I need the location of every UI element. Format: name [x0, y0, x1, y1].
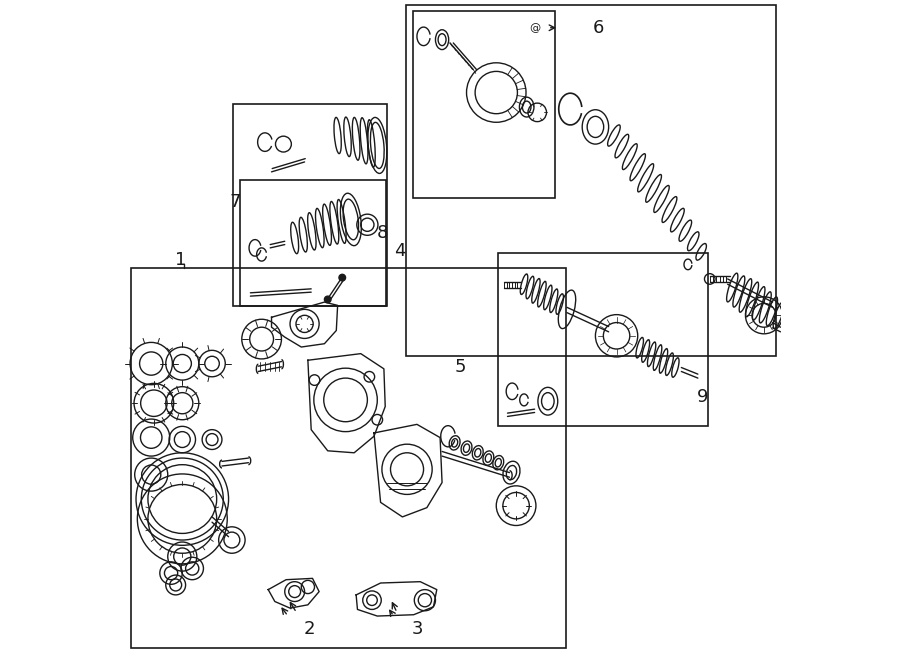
Text: 7: 7 — [230, 192, 241, 211]
Bar — [499, 253, 708, 426]
Text: 9: 9 — [697, 387, 708, 406]
Text: 1: 1 — [175, 251, 186, 269]
Text: 3: 3 — [411, 620, 423, 639]
Text: 8: 8 — [377, 223, 388, 242]
Bar — [130, 268, 566, 648]
Text: 5: 5 — [454, 358, 466, 376]
Bar — [233, 104, 387, 306]
Circle shape — [339, 274, 346, 281]
Bar — [413, 11, 555, 198]
Text: 2: 2 — [303, 620, 315, 639]
Text: 6: 6 — [592, 19, 604, 37]
Text: @: @ — [529, 22, 540, 33]
Circle shape — [324, 296, 331, 303]
Bar — [240, 180, 386, 306]
Bar — [406, 5, 776, 356]
Text: 4: 4 — [394, 242, 406, 260]
